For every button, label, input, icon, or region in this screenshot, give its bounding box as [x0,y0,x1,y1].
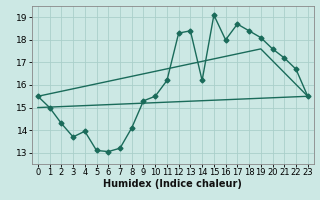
X-axis label: Humidex (Indice chaleur): Humidex (Indice chaleur) [103,179,242,189]
